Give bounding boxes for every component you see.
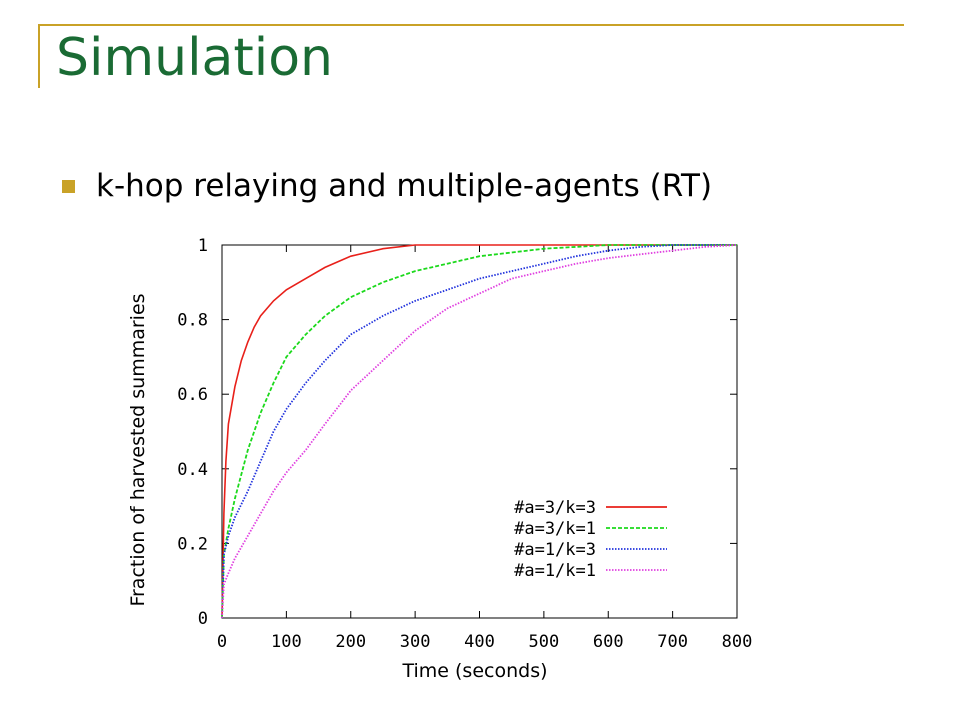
y-tick-label: 0.8: [177, 311, 208, 331]
series-line-0: [221, 244, 737, 619]
series-line-1: [221, 244, 737, 619]
x-tick-label: 100: [271, 632, 302, 652]
title-accent-vertical: [38, 24, 40, 88]
square-bullet-icon: [62, 179, 75, 193]
title-accent-horizontal: [38, 24, 904, 26]
legend-label: #a=3/k=1: [514, 519, 596, 539]
y-axis-label: Fraction of harvested summaries: [127, 293, 149, 606]
legend-label: #a=1/k=1: [514, 561, 596, 581]
ticks: 0 100 200 300 400 500 600 700 800 0 0.2 0.4 0.6 0.8 1: [177, 236, 752, 652]
x-tick-label: 700: [657, 632, 688, 652]
y-tick-label: 0.2: [177, 534, 208, 554]
slide-title: Simulation: [56, 28, 333, 88]
legend: #a=3/k=3#a=3/k=1#a=1/k=3#a=1/k=1: [514, 498, 667, 581]
bullet-text: k-hop relaying and multiple-agents (RT): [96, 168, 713, 204]
y-tick-label: 0.4: [177, 460, 208, 480]
y-tick-label: 0: [198, 609, 208, 629]
plot-frame: [221, 244, 738, 619]
series-lines: [221, 244, 738, 619]
series-line-2: [221, 244, 737, 619]
x-tick-label: 600: [593, 632, 624, 652]
x-tick-label: 400: [464, 632, 495, 652]
x-tick-label: 0: [217, 632, 227, 652]
x-axis-label: Time (seconds): [401, 660, 547, 682]
y-tick-label: 0.6: [177, 385, 208, 405]
x-tick-label: 500: [529, 632, 560, 652]
x-tick-label: 300: [400, 632, 431, 652]
bullet-item: k-hop relaying and multiple-agents (RT): [62, 162, 712, 210]
x-tick-label: 800: [722, 632, 753, 652]
legend-label: #a=3/k=3: [514, 498, 596, 518]
legend-label: #a=1/k=3: [514, 540, 596, 560]
y-tick-label: 1: [198, 236, 208, 256]
x-tick-label: 200: [335, 632, 366, 652]
series-line-3: [221, 244, 738, 619]
